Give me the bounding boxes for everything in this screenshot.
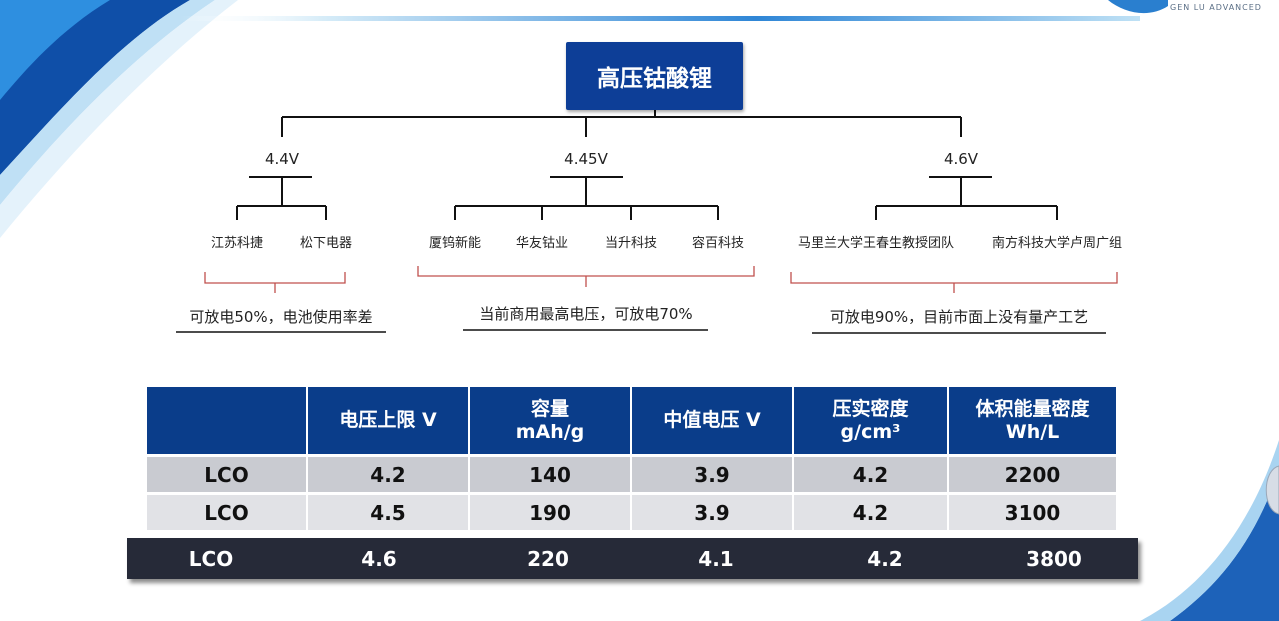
- bracket-4.4: [204, 272, 346, 293]
- table-cell: 4.2: [794, 495, 947, 530]
- table-header-cell: 压实密度 g/cm³: [794, 387, 947, 454]
- table-cell: 3.9: [632, 457, 792, 492]
- highlight-cell: 220: [527, 547, 569, 571]
- table-header-cell: 中值电压 V: [632, 387, 792, 454]
- highlight-cell: 4.6: [361, 547, 397, 571]
- table-header-cell: [147, 387, 306, 454]
- table-cell: 4.2: [794, 457, 947, 492]
- table-header-row: 电压上限 V 容量 mAh/g 中值电压 V 压实密度 g/cm³ 体积能量密度…: [147, 387, 1116, 454]
- note-4.6: 可放电90%，目前市面上没有量产工艺: [829, 308, 1089, 326]
- highlight-cell: 4.1: [698, 547, 734, 571]
- voltage-node-4.45: 4.45V: [564, 150, 608, 168]
- highlight-cell: 3800: [1026, 547, 1082, 571]
- top-left-swoosh-light: [0, 0, 110, 100]
- table-header-cell: 电压上限 V: [308, 387, 468, 454]
- company-label: 南方科技大学卢周广组: [991, 236, 1123, 251]
- specs-table: 电压上限 V 容量 mAh/g 中值电压 V 压实密度 g/cm³ 体积能量密度…: [145, 384, 1118, 533]
- voltage-node-4.6: 4.6V: [943, 150, 979, 168]
- table-cell: 3.9: [632, 495, 792, 530]
- table-cell: 4.5: [308, 495, 468, 530]
- table-row: LCO 4.5 190 3.9 4.2 3100: [147, 495, 1116, 530]
- table-cell: 4.2: [308, 457, 468, 492]
- table-cell: LCO: [147, 495, 306, 530]
- bottom-right-swoosh-pale: [1140, 440, 1279, 621]
- table-cell: 3100: [949, 495, 1116, 530]
- company-label: 厦钨新能: [428, 236, 482, 251]
- highlight-row: LCO 4.6 220 4.1 4.2 3800: [127, 538, 1138, 579]
- table-cell: LCO: [147, 457, 306, 492]
- table-cell: 2200: [949, 457, 1116, 492]
- company-label: 华友钴业: [515, 236, 569, 251]
- table-row: LCO 4.2 140 3.9 4.2 2200: [147, 457, 1116, 492]
- bracket-4.6: [790, 272, 1118, 293]
- table-header-cell: 容量 mAh/g: [470, 387, 630, 454]
- company-label: 马里兰大学王春生教授团队: [797, 236, 955, 251]
- company-label: 松下电器: [299, 236, 353, 251]
- company-label: 容百科技: [691, 236, 745, 251]
- table-header-cell: 体积能量密度 Wh/L: [949, 387, 1116, 454]
- bottom-right-swoosh: [1170, 470, 1279, 621]
- company-label: 江苏科捷: [210, 236, 264, 251]
- bracket-4.45: [417, 266, 755, 287]
- highlight-cell: LCO: [188, 547, 234, 571]
- highlight-cell: 4.2: [867, 547, 903, 571]
- company-label: 当升科技: [604, 236, 658, 251]
- note-4.4: 可放电50%，电池使用率差: [189, 308, 373, 326]
- table-cell: 140: [470, 457, 630, 492]
- note-4.45: 当前商用最高电压，可放电70%: [479, 305, 693, 323]
- table-cell: 190: [470, 495, 630, 530]
- logo-arc: [1108, 0, 1168, 14]
- top-accent-line: [180, 16, 1140, 21]
- brand-text: GEN LU ADVANCED: [1170, 3, 1262, 12]
- root-node: 高压钴酸锂: [566, 42, 743, 110]
- voltage-node-4.4: 4.4V: [264, 150, 300, 168]
